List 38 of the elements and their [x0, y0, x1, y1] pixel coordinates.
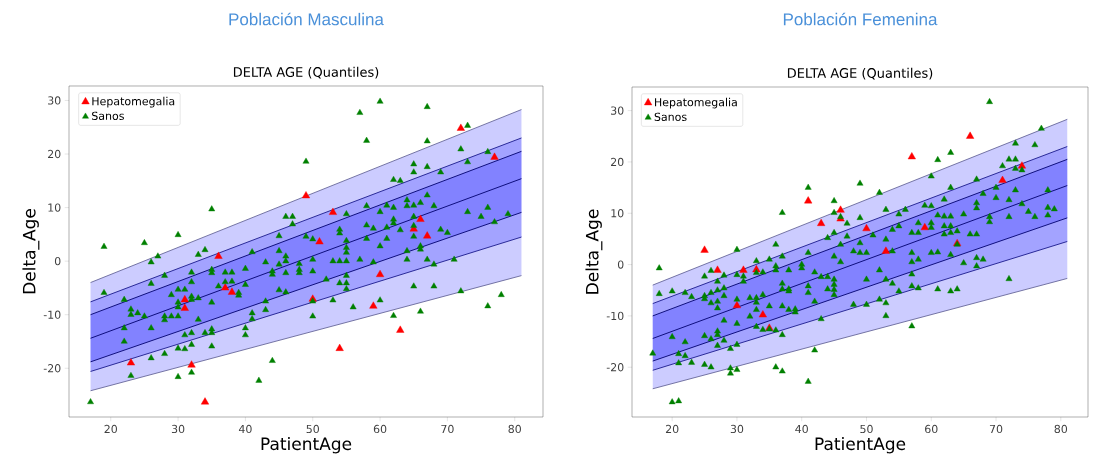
legend-label: Sanos — [92, 111, 124, 120]
x-tick-label: 80 — [508, 424, 521, 434]
x-tick-label: 80 — [1054, 424, 1068, 434]
legend-label: Sanos — [654, 112, 687, 121]
x-tick-label: 20 — [665, 424, 679, 434]
y-tick-label: 0 — [54, 256, 61, 266]
legend-label: Hepatomegalia — [655, 97, 737, 109]
x-tick-label: 20 — [104, 424, 117, 434]
y-tick-label: 20 — [611, 157, 624, 167]
x-tick-label: 60 — [925, 424, 938, 434]
x-tick-label: 30 — [171, 424, 185, 434]
x-tick-label: 30 — [730, 424, 744, 434]
x-tick-label: 70 — [989, 424, 1003, 434]
x-axis-title: PatientAge — [261, 436, 352, 454]
chart-subtitle: DELTA AGE (Quantiles) — [233, 66, 379, 79]
y-axis-title: Delta_Age — [22, 209, 40, 294]
chart-title: Población Masculina — [229, 12, 384, 26]
legend-label: Hepatomegalia — [92, 96, 175, 108]
y-tick-label: -20 — [606, 363, 624, 372]
y-tick-label: 10 — [611, 209, 624, 218]
y-tick-label: 0 — [617, 260, 624, 269]
y-tick-label: 20 — [48, 149, 61, 159]
y-tick-label: -10 — [43, 310, 61, 319]
x-tick-label: 40 — [238, 424, 252, 434]
y-tick-label: -20 — [43, 364, 61, 373]
y-tick-label: 30 — [48, 96, 61, 105]
x-tick-label: 50 — [306, 424, 319, 434]
y-tick-label: 10 — [48, 203, 61, 212]
x-axis-title: PatientAge — [815, 436, 906, 454]
x-tick-label: 50 — [860, 424, 873, 434]
chart-title: Población Femenina — [783, 12, 938, 26]
x-tick-label: 60 — [373, 424, 387, 434]
y-tick-label: 30 — [611, 106, 624, 115]
y-axis-title: Delta_Age — [585, 209, 603, 294]
chart-subtitle: DELTA AGE (Quantiles) — [787, 67, 933, 80]
x-tick-label: 40 — [795, 424, 808, 434]
x-tick-label: 70 — [441, 424, 454, 434]
y-tick-label: -10 — [606, 311, 624, 321]
